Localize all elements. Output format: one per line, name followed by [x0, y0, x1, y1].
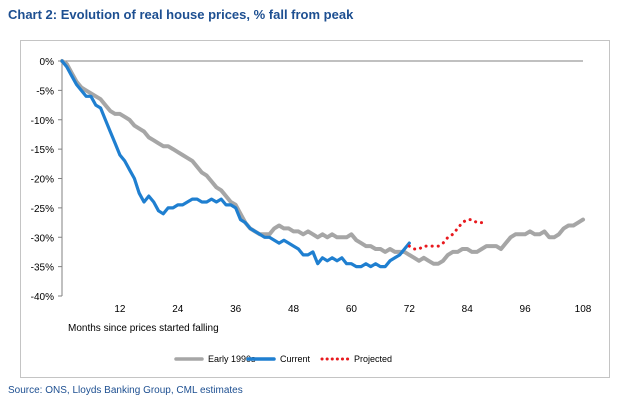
source-note: Source: ONS, Lloyds Banking Group, CML e…: [8, 385, 243, 396]
y-tick-label: -25%: [31, 204, 54, 215]
series-line-0: [60, 59, 585, 266]
x-tick-label: 96: [520, 304, 532, 315]
y-tick-label: -5%: [36, 86, 54, 97]
legend-label: Projected: [354, 354, 392, 364]
series-line-2: [407, 218, 484, 251]
y-tick-label: -10%: [31, 116, 54, 127]
x-tick-label: 72: [404, 304, 416, 315]
x-tick-label: 60: [346, 304, 358, 315]
x-tick-label: 36: [230, 304, 242, 315]
x-tick-label: 108: [575, 304, 592, 315]
y-tick-label: -30%: [31, 233, 54, 244]
x-axis-label: Months since prices started falling: [68, 323, 219, 334]
chart-title: Chart 2: Evolution of real house prices,…: [8, 7, 354, 22]
series-line-1: [60, 59, 411, 269]
x-tick-label: 12: [114, 304, 126, 315]
x-tick-label: 84: [462, 304, 474, 315]
x-tick-label: 24: [172, 304, 184, 315]
legend-label: Early 1990s: [208, 354, 256, 364]
y-tick-label: -35%: [31, 263, 54, 274]
x-tick-label: 48: [288, 304, 300, 315]
y-tick-label: -20%: [31, 175, 54, 186]
y-tick-label: -40%: [31, 292, 54, 303]
y-tick-label: 0%: [40, 57, 55, 68]
legend-label: Current: [280, 354, 311, 364]
y-tick-label: -15%: [31, 145, 54, 156]
chart-frame: [20, 40, 610, 378]
